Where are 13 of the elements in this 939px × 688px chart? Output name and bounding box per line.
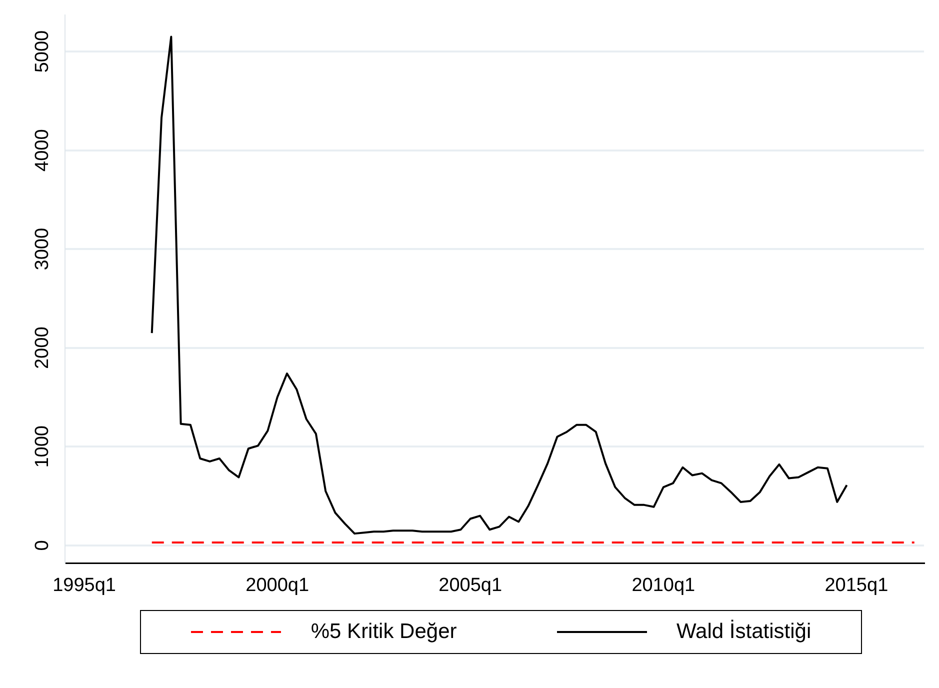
y-tick-label: 0 (32, 540, 54, 551)
y-tick-label: 1000 (32, 426, 54, 468)
y-tick-label: 4000 (32, 129, 54, 172)
y-tick-label: 3000 (32, 228, 54, 270)
x-tick-label: 2005q1 (438, 574, 502, 596)
x-tick-label: 2000q1 (246, 574, 310, 596)
y-tick-label: 5000 (32, 30, 54, 73)
y-tick-label: 2000 (32, 326, 54, 370)
x-tick-label: 2015q1 (824, 574, 888, 596)
legend-label: Wald İstatistiği (676, 620, 812, 644)
x-tick-label: 1995q1 (52, 574, 116, 596)
legend-label: %5 Kritik Değer (310, 620, 457, 644)
x-tick-label: 2010q1 (632, 574, 696, 596)
